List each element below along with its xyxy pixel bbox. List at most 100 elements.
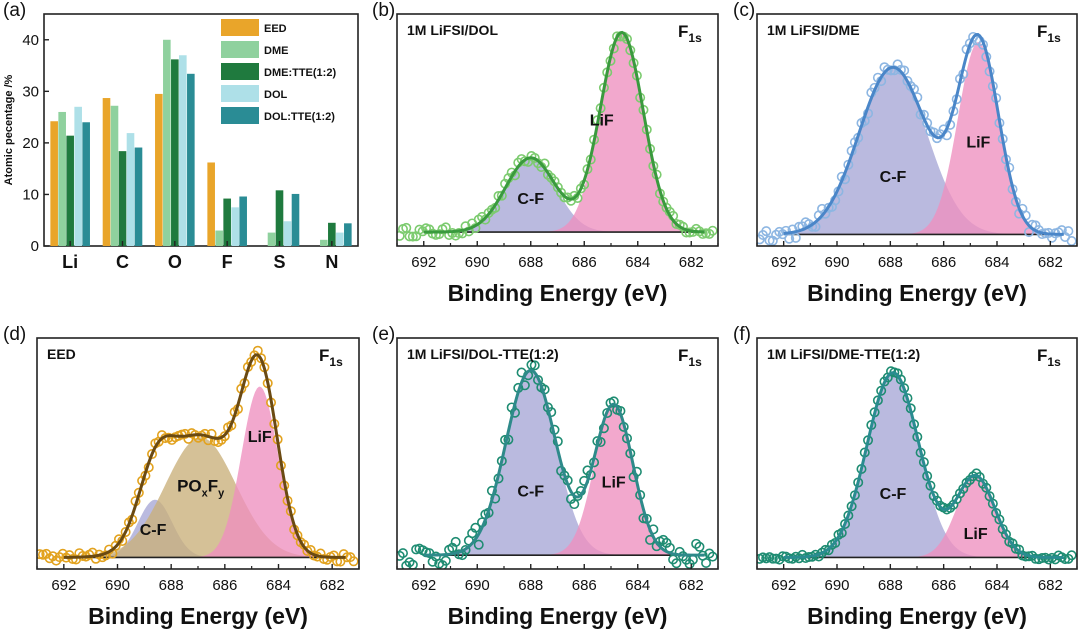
data-point xyxy=(473,539,484,550)
x-axis-label: Binding Energy (eV) xyxy=(807,603,1027,629)
axes-frame xyxy=(43,13,359,247)
peak-label-LiF: LiF xyxy=(964,526,988,543)
orbital-label: F1s xyxy=(678,346,702,369)
fit-envelope xyxy=(423,368,705,557)
x-category-label: C xyxy=(116,252,129,272)
panel-label: (e) xyxy=(372,324,395,345)
peak-label-LiF: LiF xyxy=(602,475,626,492)
x-tick-label: 684 xyxy=(984,254,1009,271)
data-point xyxy=(797,549,808,560)
orbital-element: F xyxy=(1037,346,1047,365)
y-tick-label: 10 xyxy=(22,186,39,203)
x-tick-label: 690 xyxy=(824,577,849,594)
panel-label: (d) xyxy=(3,324,26,345)
orbital-element: F xyxy=(1037,22,1047,41)
data-point xyxy=(54,552,65,563)
orbital-element: F xyxy=(319,346,329,365)
panel-label: (a) xyxy=(3,0,26,21)
orbital-subscript: 1s xyxy=(688,31,702,45)
x-tick-label: 692 xyxy=(51,577,76,594)
x-tick-label: 688 xyxy=(878,577,903,594)
y-tick-label: 40 xyxy=(22,32,39,49)
data-point xyxy=(1030,553,1041,564)
data-point xyxy=(767,553,778,564)
x-tick-label: 686 xyxy=(212,577,237,594)
bar-DOL-F xyxy=(231,207,239,246)
data-point xyxy=(407,231,418,242)
bar-DME:TTE(1:2)-S xyxy=(275,190,284,246)
plot-area xyxy=(37,345,359,567)
bar-DOL:TTE(1:2)-S xyxy=(291,193,300,246)
bar-DOL-C xyxy=(126,133,135,246)
panel-b: (b) 1M LiFSI/DOL F1s 692 690 688 686 684 682 Bind… xyxy=(372,0,719,306)
bar-DME-N xyxy=(320,239,328,246)
orbital-label: F1s xyxy=(319,346,343,369)
data-point xyxy=(701,558,712,569)
data-point xyxy=(621,34,632,45)
plot-area xyxy=(397,30,718,242)
peak-label-C-F: C-F xyxy=(880,169,907,186)
x-tick-label: 686 xyxy=(572,254,597,271)
legend-entry: DOL xyxy=(264,89,288,101)
x-axis-label: Binding Energy (eV) xyxy=(807,280,1027,306)
y-tick-label: 20 xyxy=(22,135,39,152)
peak-label-C-F: C-F xyxy=(517,191,544,208)
peak-fill-LiF xyxy=(423,405,705,556)
bar-DOL:TTE(1:2)-Li xyxy=(82,122,90,246)
orbital-subscript: 1s xyxy=(1047,31,1061,45)
data-point xyxy=(1066,550,1077,561)
data-point xyxy=(1007,538,1018,549)
x-tick-label: 684 xyxy=(984,577,1009,594)
bar-DME-Li xyxy=(58,111,66,246)
fit-envelope xyxy=(63,353,346,559)
panel-title: EED xyxy=(47,346,76,362)
bar-DOL-Li xyxy=(74,106,82,246)
panel-label: (f) xyxy=(733,324,751,345)
orbital-subscript: 1s xyxy=(688,355,702,369)
data-point xyxy=(147,449,158,460)
data-point xyxy=(529,360,540,371)
x-category-label: S xyxy=(273,252,285,272)
bar-EED-C xyxy=(102,98,111,246)
x-tick-label: 690 xyxy=(465,254,490,271)
peak-name: C-F xyxy=(140,522,167,539)
peak-name: PO xyxy=(177,476,202,495)
orbital-label: F1s xyxy=(1037,22,1061,45)
bar-DME-F xyxy=(215,230,223,246)
orbital-label: F1s xyxy=(1037,346,1061,369)
x-tick-label: 682 xyxy=(1038,577,1063,594)
peak-name: LiF xyxy=(964,526,988,543)
x-tick-label: 690 xyxy=(824,254,849,271)
fit-envelope xyxy=(783,371,1064,559)
data-point xyxy=(569,499,580,510)
peak-fill-LiF xyxy=(783,476,1064,558)
x-tick-label: 690 xyxy=(105,577,130,594)
x-category-label: F xyxy=(222,252,233,272)
panel-title: 1M LiFSI/DOL-TTE(1:2) xyxy=(407,346,559,362)
panel-c: (c) 1M LiFSI/DME F1s 692 690 688 686 684 682 Bind… xyxy=(733,0,1078,306)
x-axis-label: Binding Energy (eV) xyxy=(448,603,668,629)
bar-EED-F xyxy=(207,162,215,246)
bar-DME:TTE(1:2)-O xyxy=(171,59,179,246)
x-axis-label: Binding Energy (eV) xyxy=(88,603,308,629)
peak-fill-PO xyxy=(63,437,346,558)
x-tick-label: 686 xyxy=(572,577,597,594)
peak-label-PO: POxFy xyxy=(177,476,225,499)
data-point xyxy=(397,548,408,559)
data-point xyxy=(470,522,481,533)
peak-name: LiF xyxy=(248,429,272,446)
y-tick-label: 30 xyxy=(22,83,39,100)
data-point xyxy=(694,541,705,552)
fit-envelope xyxy=(423,30,705,234)
x-tick-label: 682 xyxy=(1038,254,1063,271)
data-point xyxy=(981,482,992,493)
panel-label: (b) xyxy=(372,0,395,21)
data-point xyxy=(902,76,913,87)
x-tick-label: 692 xyxy=(411,254,436,271)
data-point xyxy=(427,556,438,567)
panel-a: (a) 0 10 20 30 40 Atomic pecentage /% Li C O F S N EE… xyxy=(3,0,359,272)
y-axis-label: Atomic pecentage /% xyxy=(3,74,15,185)
peak-name: C-F xyxy=(880,169,907,186)
legend-swatch xyxy=(221,41,259,58)
